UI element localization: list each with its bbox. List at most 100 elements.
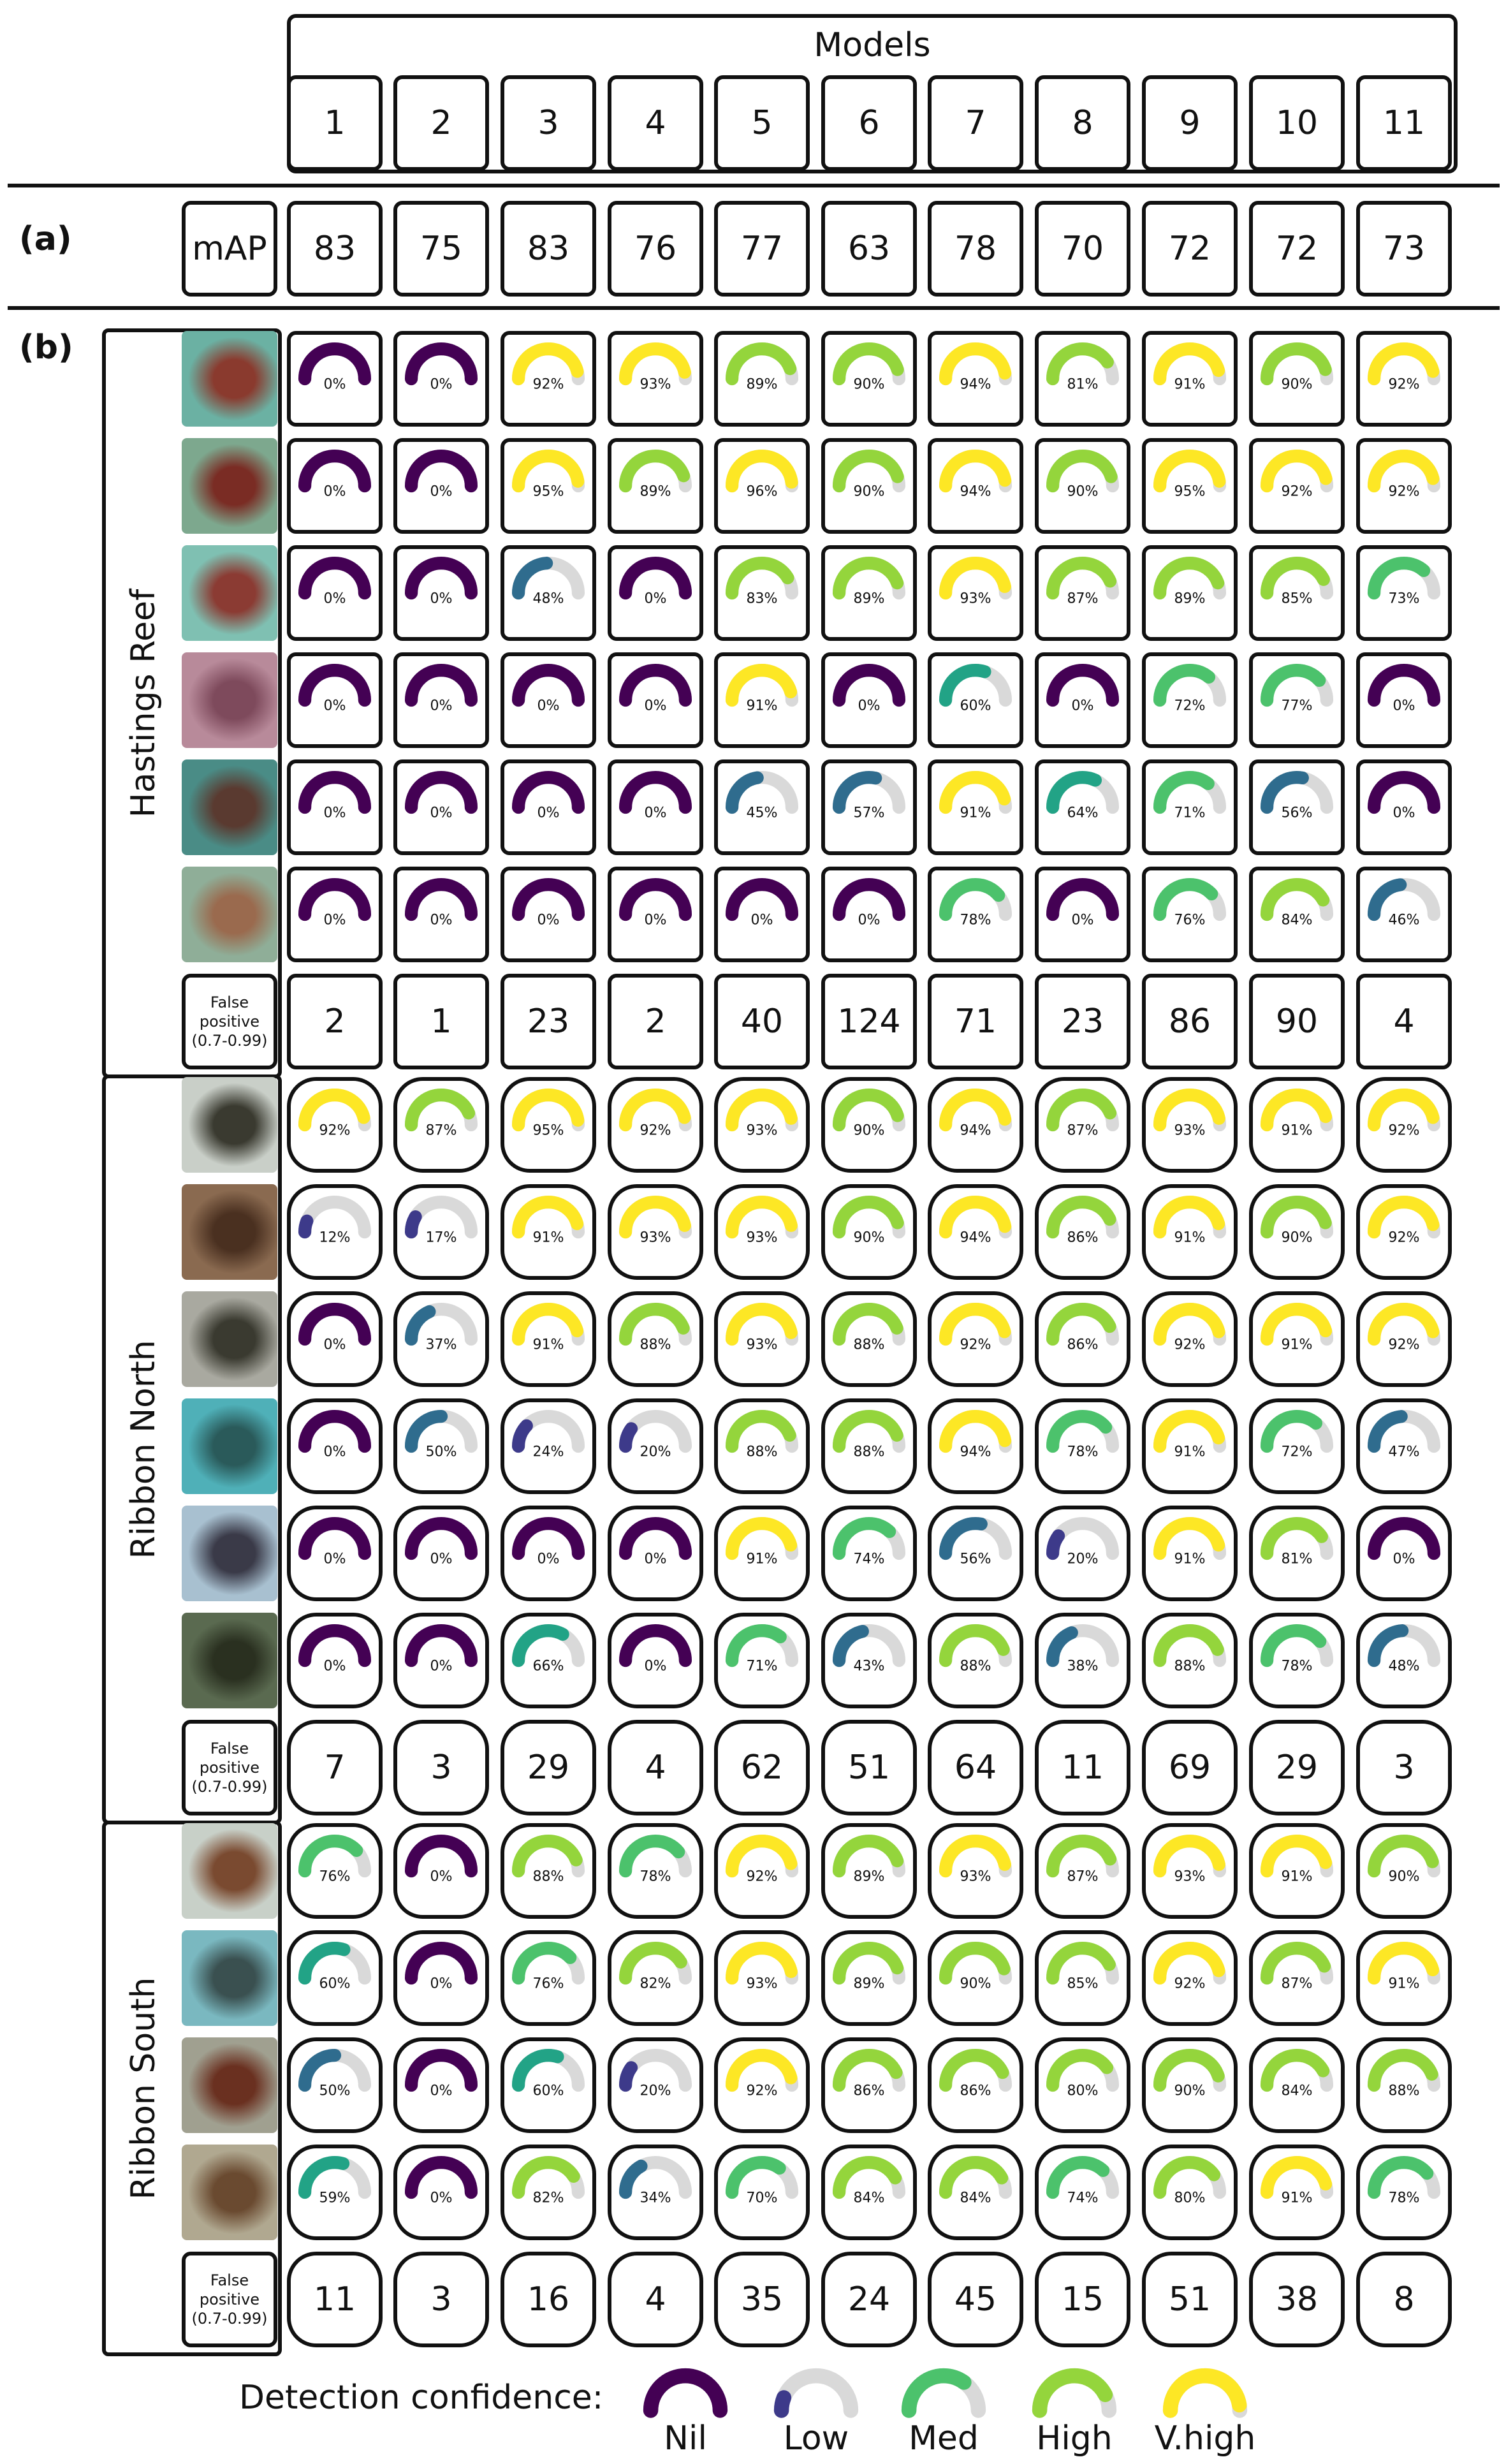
hastings-reef-clam-image-4 bbox=[182, 652, 277, 748]
gauge-percent-label: 0% bbox=[430, 1869, 452, 1885]
gauge-cell: 71% bbox=[714, 1613, 810, 1708]
gauge-fill-arc bbox=[298, 449, 372, 493]
gauge-fill-arc bbox=[511, 1195, 585, 1239]
gauge-cell: 0% bbox=[608, 545, 703, 641]
gauge-cell: 0% bbox=[287, 438, 383, 534]
gauge-fill-arc bbox=[1260, 1088, 1334, 1132]
gauge-fill-arc bbox=[618, 449, 692, 493]
gauge-percent-label: 0% bbox=[430, 484, 452, 500]
legend-gauge-nil bbox=[634, 2359, 736, 2461]
confidence-gauge: 92% bbox=[1367, 449, 1441, 500]
gauge-cell: 0% bbox=[287, 1291, 383, 1387]
gauge-cell: 88% bbox=[1356, 2037, 1452, 2133]
gauge-fill-arc bbox=[725, 877, 799, 921]
gauge-percent-label: 84% bbox=[1281, 2083, 1312, 2099]
gauge-percent-label: 0% bbox=[537, 698, 559, 714]
gauge-fill-arc bbox=[404, 1409, 478, 1453]
gauge-fill-arc bbox=[1260, 342, 1334, 386]
confidence-gauge: 20% bbox=[1046, 1516, 1120, 1567]
gauge-percent-label: 92% bbox=[1388, 1123, 1419, 1139]
false-positive-count: 69 bbox=[1142, 1720, 1238, 1815]
confidence-gauge: 91% bbox=[725, 663, 799, 714]
gauge-percent-label: 0% bbox=[1071, 698, 1093, 714]
gauge-percent-label: 88% bbox=[1388, 2083, 1419, 2099]
gauge-cell: 88% bbox=[714, 1398, 810, 1494]
gauge-cell: 88% bbox=[821, 1291, 917, 1387]
gauge-fill-arc bbox=[725, 1409, 799, 1453]
gauge-fill-arc bbox=[1367, 770, 1441, 814]
gauge-percent-label: 92% bbox=[1174, 1337, 1205, 1353]
gauge-cell: 0% bbox=[1035, 867, 1130, 962]
gauge-fill-arc bbox=[939, 770, 1013, 814]
gauge-fill-arc bbox=[832, 1941, 906, 1985]
gauge-cell: 92% bbox=[928, 1291, 1023, 1387]
gauge-cell: 92% bbox=[1356, 1184, 1452, 1280]
gauge-cell: 82% bbox=[608, 1930, 703, 2026]
gauge-fill-arc bbox=[939, 1516, 1013, 1560]
gauge-fill-arc bbox=[404, 1195, 478, 1239]
gauge-cell: 43% bbox=[821, 1613, 917, 1708]
gauge-cell: 78% bbox=[1249, 1613, 1345, 1708]
gauge-percent-label: 90% bbox=[1388, 1869, 1419, 1885]
gauge-percent-label: 89% bbox=[853, 1869, 884, 1885]
gauge-fill-arc bbox=[1153, 2155, 1227, 2199]
gauge-cell: 94% bbox=[928, 331, 1023, 427]
gauge-fill-arc bbox=[1367, 1302, 1441, 1346]
gauge-percent-label: 92% bbox=[1388, 1337, 1419, 1353]
gauge-fill-arc bbox=[725, 770, 799, 814]
confidence-gauge: 0% bbox=[298, 449, 372, 500]
gauge-fill-arc bbox=[298, 2155, 372, 2199]
confidence-gauge: 0% bbox=[511, 663, 585, 714]
gauge-fill-arc bbox=[618, 1409, 692, 1453]
confidence-gauge: 0% bbox=[298, 1409, 372, 1460]
gauge-cell: 89% bbox=[714, 331, 810, 427]
gauge-fill-arc bbox=[1367, 1195, 1441, 1239]
confidence-gauge: 92% bbox=[618, 1088, 692, 1139]
gauge-fill-arc bbox=[939, 1624, 1013, 1668]
gauge-percent-label: 89% bbox=[1174, 591, 1205, 607]
gauge-percent-label: 87% bbox=[425, 1123, 457, 1139]
gauge-cell: 89% bbox=[821, 1823, 917, 1919]
gauge-cell: 20% bbox=[608, 2037, 703, 2133]
confidence-gauge: 93% bbox=[939, 1834, 1013, 1885]
confidence-gauge: 91% bbox=[1153, 1195, 1227, 1246]
gauge-percent-label: 92% bbox=[746, 1869, 777, 1885]
gauge-percent-label: 91% bbox=[746, 1551, 777, 1567]
gauge-cell: 78% bbox=[608, 1823, 703, 1919]
confidence-gauge: 91% bbox=[1260, 1302, 1334, 1353]
gauge-cell: 92% bbox=[1249, 438, 1345, 534]
confidence-gauge: 92% bbox=[1367, 342, 1441, 393]
gauge-cell: 91% bbox=[1249, 1823, 1345, 1919]
legend-label: Nil bbox=[664, 2419, 707, 2458]
gauge-cell: 84% bbox=[928, 2145, 1023, 2240]
gauge-cell: 76% bbox=[287, 1823, 383, 1919]
confidence-gauge: 91% bbox=[1260, 2155, 1334, 2206]
model-number-7: 7 bbox=[928, 75, 1023, 171]
gauge-fill-arc bbox=[1260, 1516, 1334, 1560]
gauge-fill-arc bbox=[618, 877, 692, 921]
gauge-fill-arc bbox=[1153, 1834, 1227, 1878]
legend-gauge-icon bbox=[901, 2368, 986, 2418]
gauge-fill-arc bbox=[1046, 877, 1120, 921]
confidence-gauge: 34% bbox=[618, 2155, 692, 2206]
gauge-percent-label: 82% bbox=[640, 1976, 671, 1992]
gauge-percent-label: 95% bbox=[1174, 484, 1205, 500]
gauge-cell: 0% bbox=[287, 1613, 383, 1708]
gauge-percent-label: 0% bbox=[537, 913, 559, 928]
gauge-fill-arc bbox=[1046, 1941, 1120, 1985]
gauge-fill-arc bbox=[1153, 342, 1227, 386]
gauge-percent-label: 82% bbox=[532, 2190, 564, 2206]
confidence-gauge: 71% bbox=[725, 1624, 799, 1675]
confidence-gauge: 81% bbox=[1260, 1516, 1334, 1567]
confidence-gauge: 94% bbox=[939, 449, 1013, 500]
gauge-cell: 90% bbox=[1035, 438, 1130, 534]
gauge-fill-arc bbox=[618, 1195, 692, 1239]
gauge-cell: 20% bbox=[608, 1398, 703, 1494]
confidence-gauge: 93% bbox=[1153, 1088, 1227, 1139]
gauge-fill-arc bbox=[1260, 449, 1334, 493]
gauge-fill-arc bbox=[832, 556, 906, 600]
confidence-gauge: 86% bbox=[1046, 1195, 1120, 1246]
confidence-gauge: 0% bbox=[298, 770, 372, 821]
confidence-gauge: 78% bbox=[939, 877, 1013, 928]
false-positive-count: 11 bbox=[1035, 1720, 1130, 1815]
